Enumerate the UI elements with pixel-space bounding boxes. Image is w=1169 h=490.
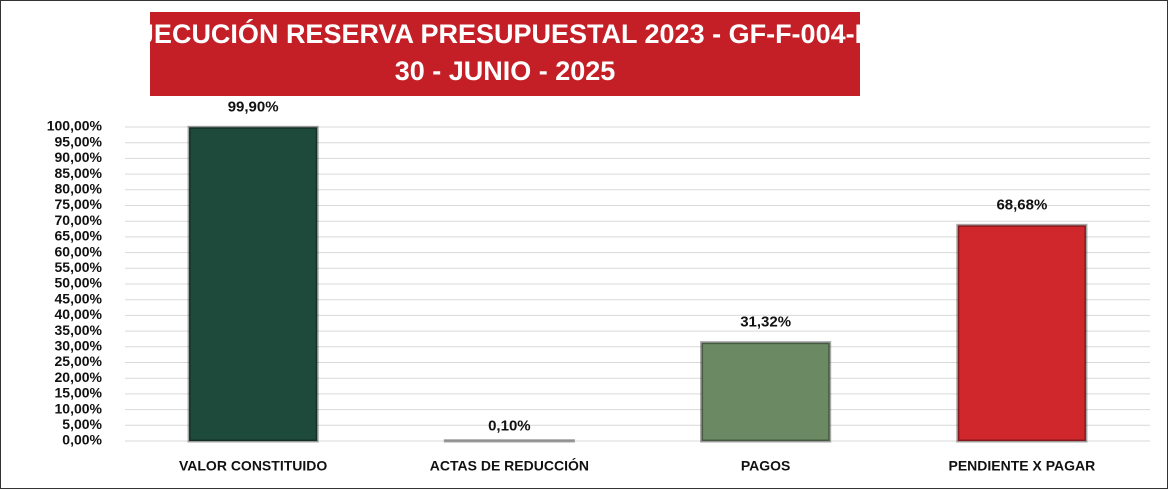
data-label: 31,32%: [740, 314, 791, 331]
y-tick-label: 15,00%: [55, 385, 103, 401]
y-tick-label: 100,00%: [47, 118, 103, 134]
chart-title: EJECUCIÓN RESERVA PRESUPUESTAL 2023 - GF…: [121, 18, 890, 49]
y-tick-label: 75,00%: [55, 196, 103, 212]
x-tick-label: ACTAS DE REDUCCIÓN: [430, 457, 589, 474]
y-tick-label: 65,00%: [55, 228, 103, 244]
title-box: [150, 12, 860, 96]
y-tick-label: 55,00%: [55, 259, 103, 275]
y-tick-label: 30,00%: [55, 338, 103, 354]
chart-title: 30 - JUNIO - 2025: [395, 56, 616, 86]
x-tick-label: PENDIENTE X PAGAR: [948, 458, 1095, 474]
y-tick-label: 45,00%: [55, 290, 103, 306]
y-tick-label: 50,00%: [55, 275, 103, 291]
bar: [956, 223, 1088, 443]
data-label: 68,68%: [996, 196, 1047, 213]
y-tick-label: 70,00%: [55, 212, 103, 228]
x-tick-label: PAGOS: [741, 458, 791, 474]
y-tick-label: 25,00%: [55, 353, 103, 369]
x-tick-label: VALOR CONSTITUIDO: [179, 458, 327, 474]
y-tick-label: 5,00%: [62, 416, 102, 432]
y-tick-label: 80,00%: [55, 181, 103, 197]
y-tick-label: 85,00%: [55, 165, 103, 181]
y-tick-label: 35,00%: [55, 322, 103, 338]
y-tick-label: 10,00%: [55, 400, 103, 416]
y-tick-label: 95,00%: [55, 133, 103, 149]
y-tick-label: 60,00%: [55, 243, 103, 259]
y-tick-label: 0,00%: [62, 432, 102, 448]
bar: [700, 341, 832, 443]
data-label: 0,10%: [488, 418, 531, 435]
data-label: 99,90%: [228, 98, 279, 115]
y-tick-label: 20,00%: [55, 369, 103, 385]
y-tick-label: 90,00%: [55, 149, 103, 165]
y-tick-label: 40,00%: [55, 306, 103, 322]
bar: [187, 125, 319, 443]
